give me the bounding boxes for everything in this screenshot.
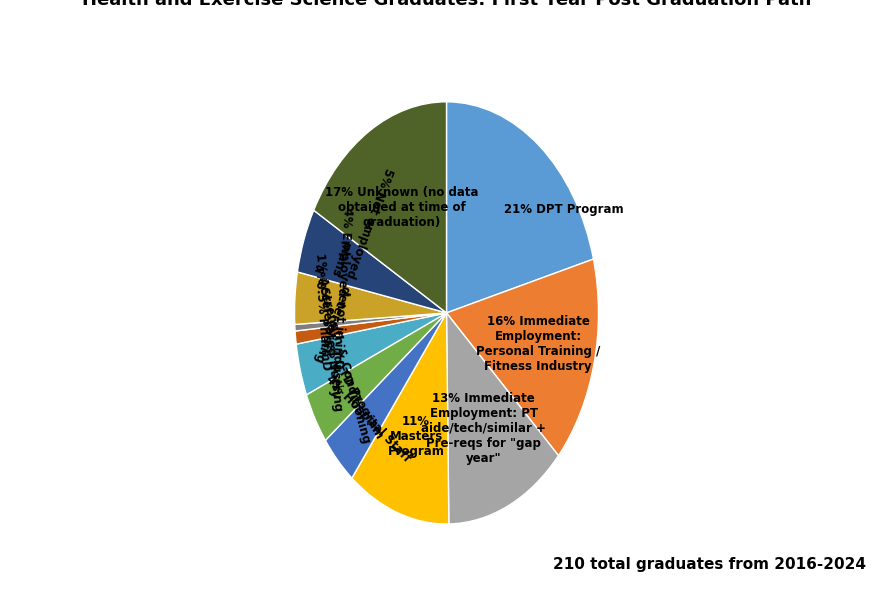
Title: Health and Exercise Science Graduates: First Year Post Graduation Path: Health and Exercise Science Graduates: F… [82, 0, 811, 9]
Text: 0.5% PharmD: 0.5% PharmD [313, 280, 332, 370]
Wedge shape [296, 313, 446, 395]
Text: 17% Unknown (no data
obtained at time of
graduation): 17% Unknown (no data obtained at time of… [325, 186, 479, 229]
Wedge shape [306, 313, 446, 440]
Wedge shape [446, 102, 594, 313]
Wedge shape [352, 313, 449, 524]
Text: 11%
Masters
Program: 11% Masters Program [388, 415, 445, 458]
Text: 13% Immediate
Employment: PT
aide/tech/similar +
Pre-reqs for "gap
year": 13% Immediate Employment: PT aide/tech/s… [421, 392, 547, 465]
Wedge shape [446, 313, 558, 524]
Text: 4% Employed not in industry: 4% Employed not in industry [327, 207, 354, 398]
Wedge shape [446, 259, 598, 455]
Text: 1% Accelerated Nursing: 1% Accelerated Nursing [313, 253, 345, 412]
Wedge shape [295, 313, 446, 344]
Wedge shape [313, 102, 446, 313]
Wedge shape [325, 313, 446, 478]
Text: 21% DPT Program: 21% DPT Program [504, 203, 623, 216]
Wedge shape [295, 313, 446, 331]
Text: 210 total graduates from 2016-2024: 210 total graduates from 2016-2024 [553, 557, 866, 572]
Wedge shape [295, 272, 446, 324]
Text: 5% Not employed, determining
plans: 5% Not employed, determining plans [298, 160, 396, 364]
Text: 4% OTD Program: 4% OTD Program [318, 337, 386, 441]
Text: 4% Hospital Staff: 4% Hospital Staff [323, 373, 413, 465]
Wedge shape [297, 210, 446, 313]
Text: 4% Strength & Conditioning: 4% Strength & Conditioning [310, 263, 372, 445]
Text: 16% Immediate
Employment:
Personal Training /
Fitness Industry: 16% Immediate Employment: Personal Train… [476, 315, 600, 373]
